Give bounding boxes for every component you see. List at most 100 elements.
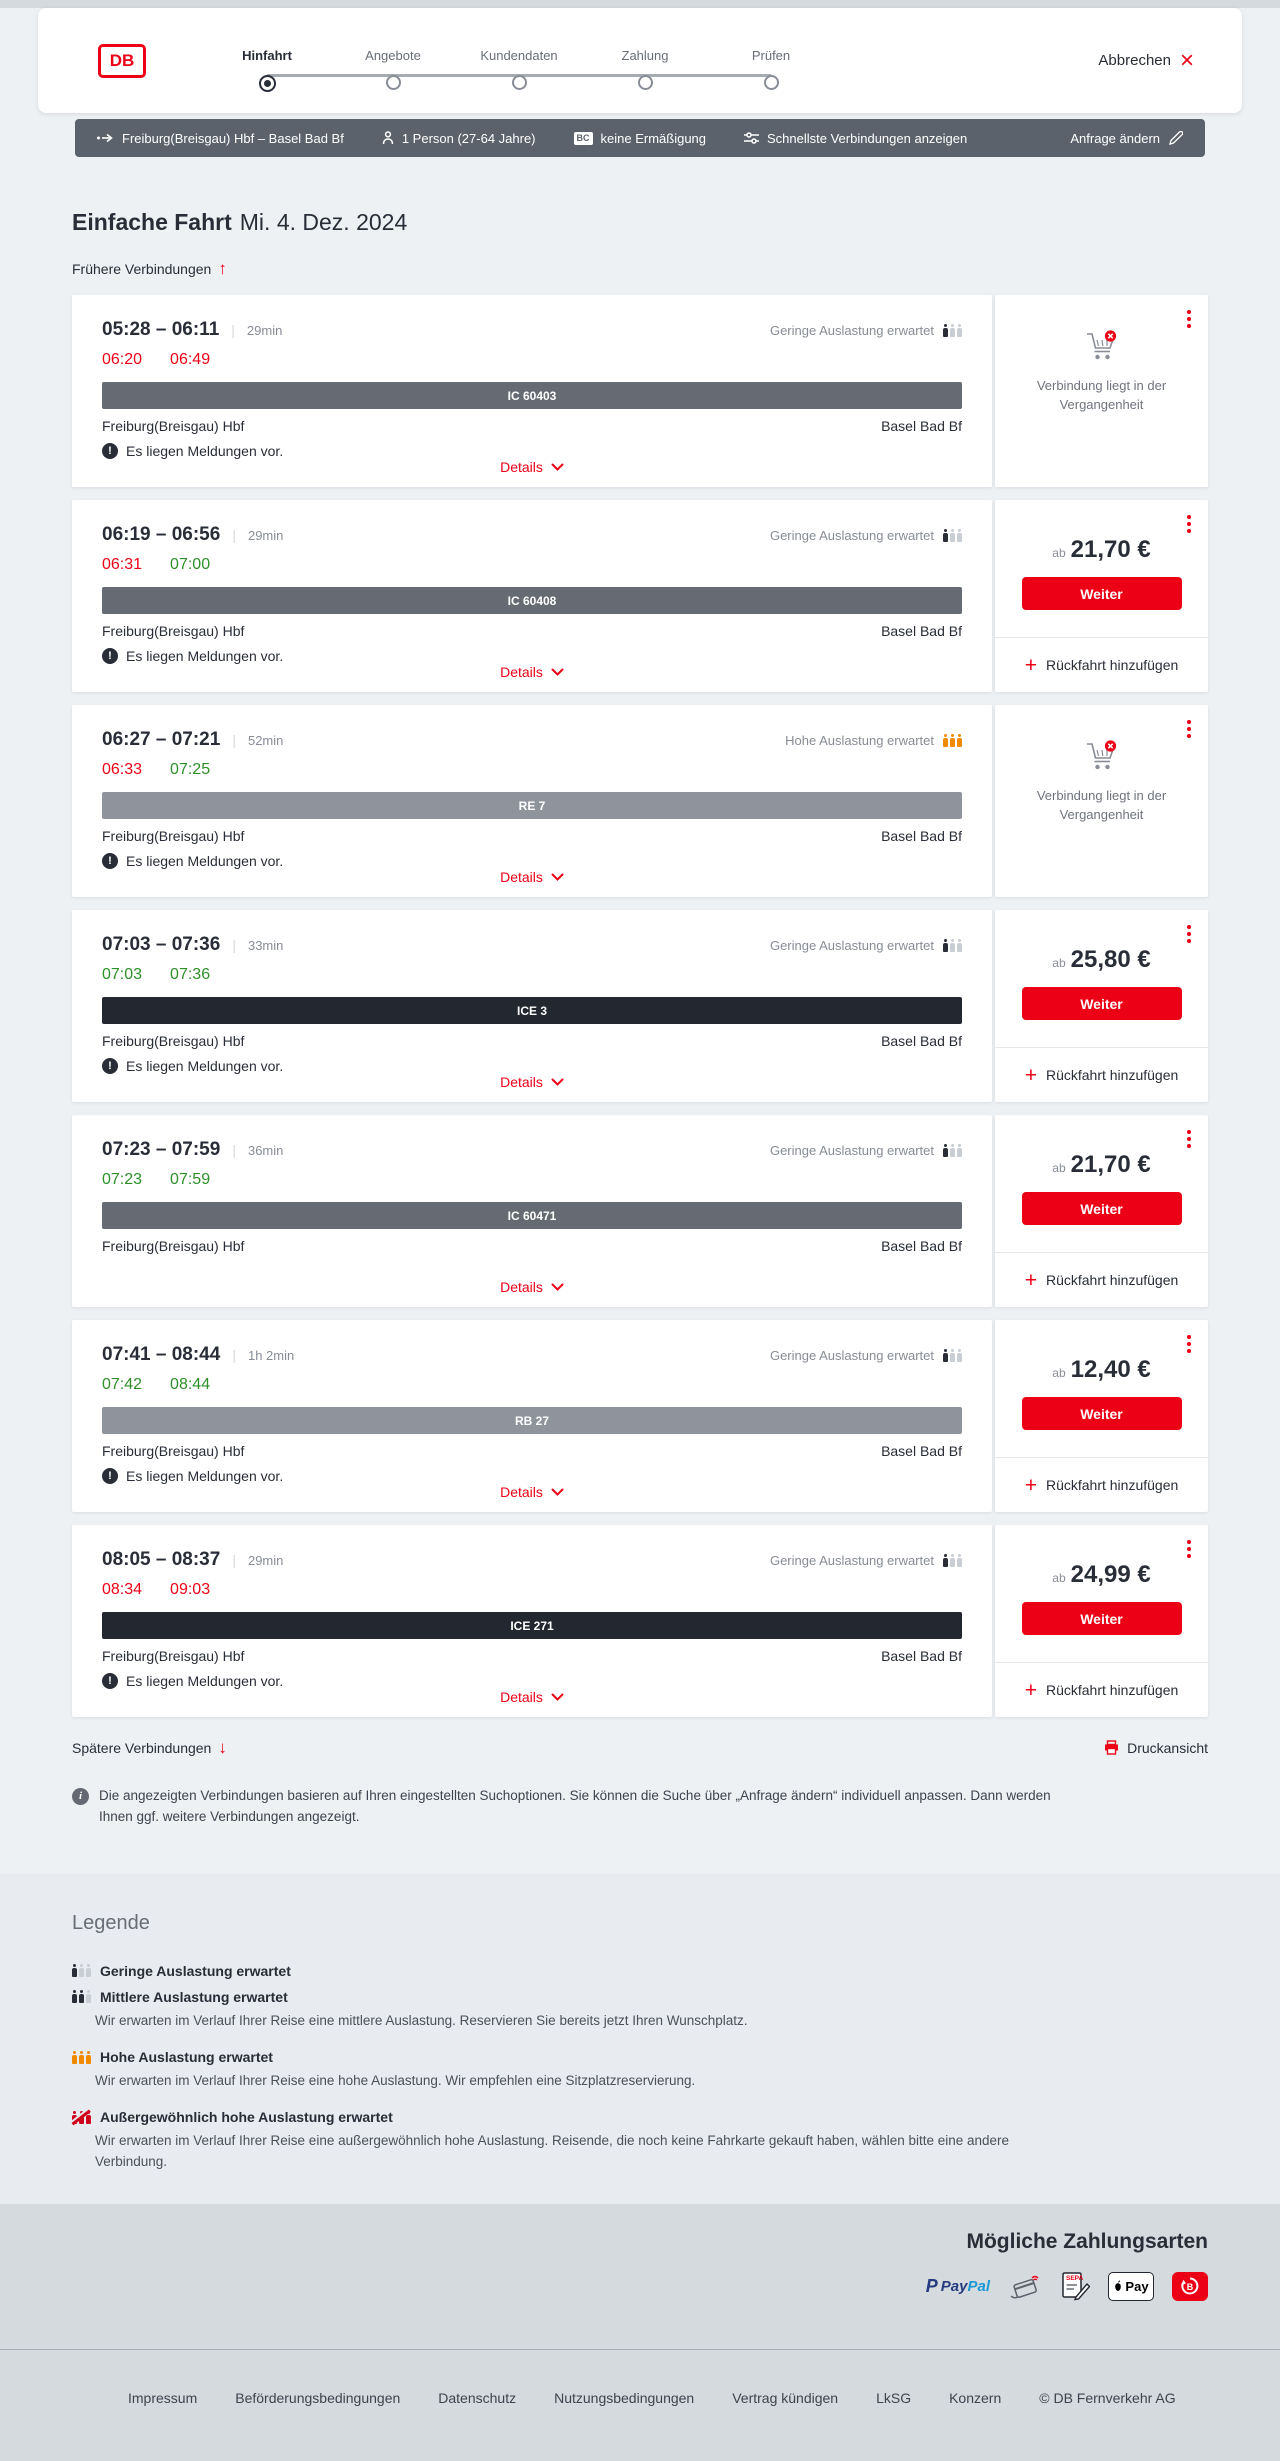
occupancy-badge: Geringe Auslastung erwartet [770, 1553, 962, 1568]
step-dot-icon [511, 74, 527, 90]
alert-icon: ! [102, 1468, 118, 1484]
add-return-button[interactable]: + Rückfahrt hinzufügen [1024, 653, 1179, 677]
kebab-menu-button[interactable] [1185, 513, 1193, 535]
origin-station: Freiburg(Breisgau) Hbf [102, 1648, 245, 1664]
notice-row: ! Es liegen Meldungen vor. [102, 853, 962, 869]
chevron-down-icon [551, 668, 564, 676]
realtime-departure: 06:20 [102, 351, 143, 368]
destination-station: Basel Bad Bf [881, 1648, 962, 1664]
footer-link[interactable]: Konzern [949, 2389, 1002, 2406]
details-button[interactable]: Details [72, 1074, 992, 1090]
footer-link[interactable]: Vertrag kündigen [732, 2389, 839, 2406]
add-return-button[interactable]: + Rückfahrt hinzufügen [1024, 1473, 1179, 1497]
realtime-times: 07:03 07:36 [102, 966, 962, 984]
kebab-menu-button[interactable] [1185, 718, 1193, 740]
scheduled-times: 07:41 – 08:44 [102, 1344, 221, 1365]
details-button[interactable]: Details [72, 664, 992, 680]
weiter-button[interactable]: Weiter [1021, 1192, 1182, 1225]
occupancy-label: Geringe Auslastung erwartet [769, 1553, 934, 1568]
footer-link[interactable]: Datenschutz [438, 2389, 517, 2406]
trip-type: Einfache Fahrt [72, 209, 232, 235]
footer-link[interactable]: Nutzungsbedingungen [554, 2389, 695, 2406]
weiter-button[interactable]: Weiter [1021, 1397, 1182, 1430]
realtime-departure: 07:23 [102, 1171, 143, 1188]
scheduled-times: 07:23 – 07:59 [102, 1139, 221, 1160]
destination-station: Basel Bad Bf [881, 1443, 962, 1459]
price-line: ab 25,80 € [995, 946, 1208, 974]
details-button[interactable]: Details [72, 1689, 992, 1705]
stepper-step-prüfen[interactable]: Prüfen [708, 48, 834, 92]
stepper-step-kundendaten[interactable]: Kundendaten [456, 48, 582, 92]
price-line: ab 21,70 € [995, 536, 1208, 564]
connection-header: 06:27 – 07:21 | 52min Hohe Auslastung er… [102, 729, 962, 751]
realtime-arrival: 07:59 [170, 1171, 211, 1188]
realtime-times: 06:31 07:00 [102, 556, 962, 574]
price-prefix: ab [1052, 1366, 1066, 1380]
add-return-button[interactable]: + Rückfahrt hinzufügen [1024, 1063, 1179, 1087]
stepper-step-zahlung[interactable]: Zahlung [582, 48, 708, 92]
stations-row: Freiburg(Breisgau) Hbf Basel Bad Bf [102, 1648, 962, 1664]
footer-link[interactable]: Impressum [128, 2389, 198, 2406]
details-button[interactable]: Details [72, 1484, 992, 1500]
occupancy-label: Geringe Auslastung erwartet [769, 1143, 934, 1158]
chevron-down-icon [551, 873, 564, 881]
occupancy-icon [943, 734, 962, 747]
copyright: © DB Fernverkehr AG [1039, 2389, 1176, 2406]
legend-item-label: Hohe Auslastung erwartet [100, 2049, 273, 2066]
header-card: DB Hinfahrt Angebote Kundendaten Zahlung… [38, 8, 1242, 113]
payment-title: Mögliche Zahlungsarten [966, 2229, 1208, 2253]
duration: 33min [247, 938, 284, 953]
earlier-connections-link[interactable]: Frühere Verbindungen ↑ [72, 259, 227, 278]
passengers-summary: 1 Person (27-64 Jahre) [382, 131, 536, 146]
connection-header: 07:41 – 08:44 | 1h 2min Geringe Auslastu… [102, 1344, 962, 1366]
checkout-stepper: Hinfahrt Angebote Kundendaten Zahlung Pr… [204, 30, 834, 92]
notice-row: ! Es liegen Meldungen vor. [102, 1673, 962, 1689]
connection-row: 07:41 – 08:44 | 1h 2min Geringe Auslastu… [72, 1320, 1208, 1512]
db-logo-text: DB [101, 46, 143, 75]
separator: | [232, 732, 236, 748]
footer-link[interactable]: LkSG [876, 2389, 912, 2406]
separator: | [232, 1142, 236, 1158]
offer-panel: ab 12,40 € Weiter + Rückfahrt hinzufügen [995, 1320, 1208, 1512]
page-title: Einfache Fahrt Mi. 4. Dez. 2024 [72, 209, 1208, 236]
realtime-departure: 08:34 [102, 1581, 143, 1598]
booking-block: ab 12,40 € Weiter + Rückfahrt hinzufügen [995, 1356, 1208, 1496]
stepper-step-hinfahrt[interactable]: Hinfahrt [204, 48, 330, 92]
offer-panel: Verbindung liegt in der Vergangenheit [995, 705, 1208, 897]
kebab-menu-button[interactable] [1185, 1538, 1193, 1560]
panel-bottom: + Rückfahrt hinzufügen [995, 1662, 1208, 1717]
add-return-button[interactable]: + Rückfahrt hinzufügen [1024, 1678, 1179, 1702]
fastest-connections-toggle[interactable]: Schnellste Verbindungen anzeigen [744, 131, 967, 146]
bahncard-icon: BC [573, 131, 593, 145]
add-return-button[interactable]: + Rückfahrt hinzufügen [1024, 1268, 1179, 1292]
train-label: RE 7 [102, 792, 962, 819]
kebab-menu-button[interactable] [1185, 308, 1193, 330]
weiter-button[interactable]: Weiter [1021, 987, 1182, 1020]
details-button[interactable]: Details [72, 459, 992, 475]
legend-item: Außergewöhnlich hohe Auslastung erwartet… [72, 2109, 1208, 2172]
credit-card-icon [1010, 2276, 1039, 2299]
kebab-menu-button[interactable] [1185, 1333, 1193, 1355]
legend-item-head: Außergewöhnlich hohe Auslastung erwartet [72, 2109, 1208, 2125]
footer-link[interactable]: Beförderungsbedingungen [235, 2389, 401, 2406]
kebab-menu-button[interactable] [1185, 1128, 1193, 1150]
stepper-step-angebote[interactable]: Angebote [330, 48, 456, 92]
print-view-button[interactable]: Druckansicht [1104, 1740, 1208, 1756]
weiter-button[interactable]: Weiter [1021, 577, 1182, 610]
details-button[interactable]: Details [72, 1279, 992, 1295]
scheduled-times: 08:05 – 08:37 [102, 1549, 221, 1570]
train-label: ICE 3 [102, 997, 962, 1024]
realtime-times: 08:34 09:03 [102, 1581, 962, 1599]
details-button[interactable]: Details [72, 869, 992, 885]
chevron-down-icon [551, 1283, 564, 1291]
edit-request-button[interactable]: Anfrage ändern [1070, 131, 1183, 146]
train-label: IC 60471 [102, 1202, 962, 1229]
later-connections-link[interactable]: Spätere Verbindungen ↓ [72, 1738, 227, 1757]
kebab-menu-button[interactable] [1185, 923, 1193, 945]
discount-text: keine Ermäßigung [600, 130, 707, 146]
cancel-button[interactable]: Abbrechen × [1098, 48, 1194, 73]
panel-bottom: + Rückfahrt hinzufügen [995, 637, 1208, 692]
legend-section: Legende Geringe Auslastung erwartet Mitt… [0, 1873, 1280, 2204]
weiter-button[interactable]: Weiter [1021, 1602, 1182, 1635]
occupancy-label: Geringe Auslastung erwartet [769, 528, 934, 543]
